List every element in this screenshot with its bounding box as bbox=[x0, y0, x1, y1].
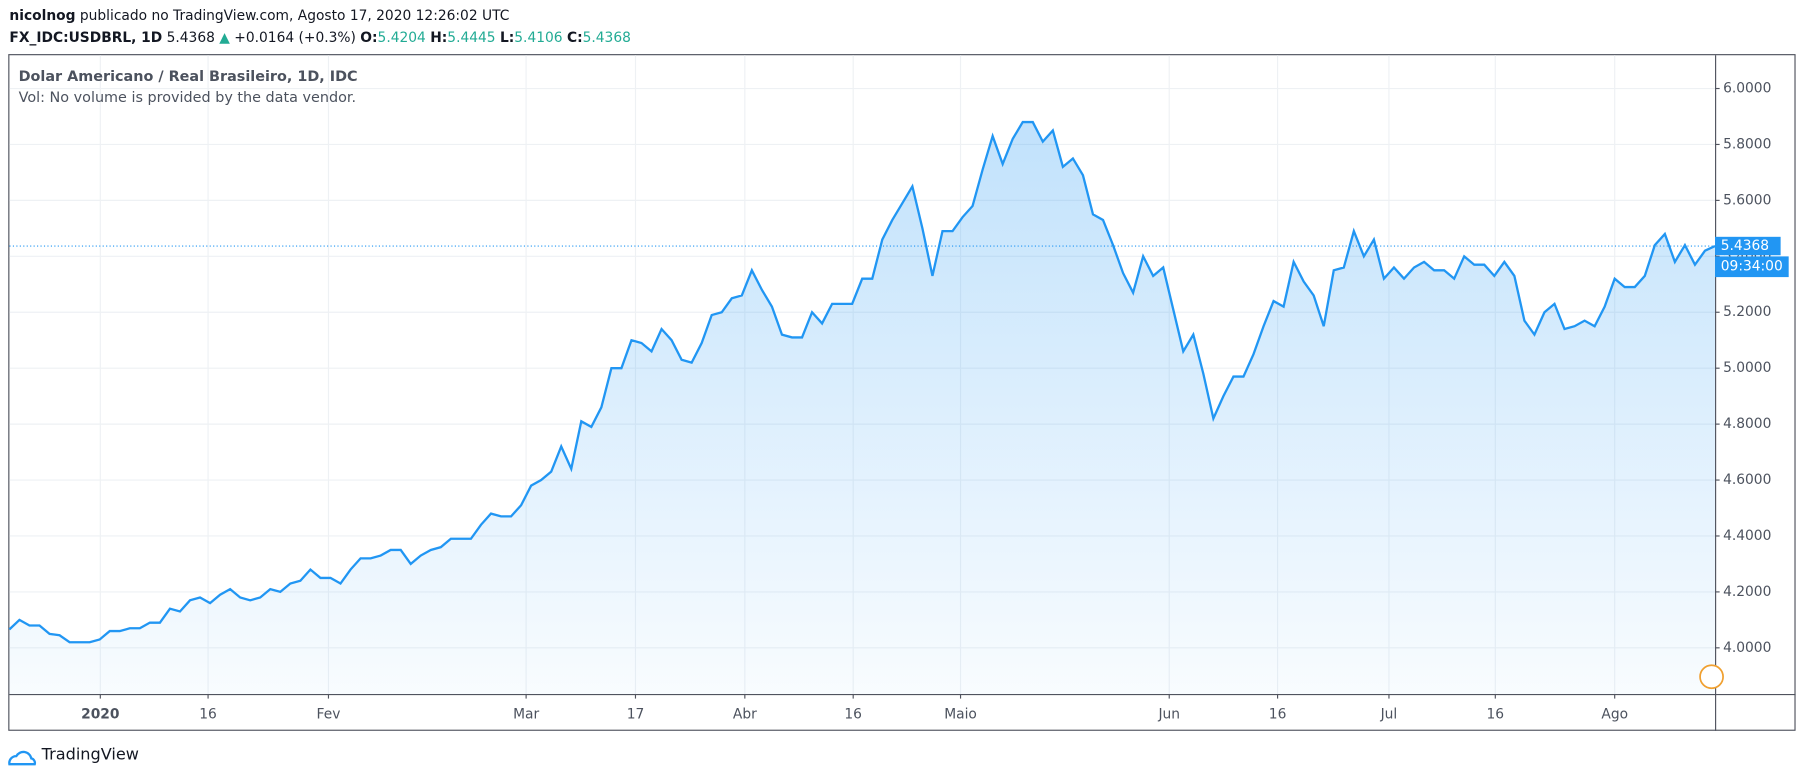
x-tick-label: 16 bbox=[199, 707, 217, 723]
low-label: L: bbox=[500, 30, 514, 46]
x-tick-label: Maio bbox=[944, 707, 977, 723]
y-tick-label: 4.0000 bbox=[1723, 640, 1771, 656]
published: publicado no TradingView.com, Agosto 17,… bbox=[80, 8, 509, 24]
y-tick-label: 5.0000 bbox=[1723, 360, 1771, 376]
y-tick-label: 4.6000 bbox=[1723, 472, 1771, 488]
close-label: C: bbox=[567, 30, 583, 46]
x-tick-label: 2020 bbox=[81, 707, 119, 723]
user[interactable]: nicolnog bbox=[9, 8, 75, 24]
up-arrow: ▲ bbox=[219, 30, 230, 46]
last-price-label: 5.4368 bbox=[1721, 238, 1769, 254]
y-tick-label: 5.6000 bbox=[1723, 192, 1771, 208]
chart-frame bbox=[8, 54, 1796, 731]
y-tick-label: 4.4000 bbox=[1723, 528, 1771, 544]
change: +0.0164 (+0.3%) bbox=[234, 30, 356, 46]
chart-subtitle: Vol: No volume is provided by the data v… bbox=[19, 90, 356, 106]
x-tick-label: Jul bbox=[1380, 707, 1398, 723]
y-tick-label: 5.2000 bbox=[1723, 304, 1771, 320]
symbol: FX_IDC:USDBRL, 1D bbox=[9, 30, 162, 46]
open: 5.4204 bbox=[378, 30, 426, 46]
open-label: O: bbox=[360, 30, 377, 46]
last-price-box bbox=[1715, 236, 1781, 256]
x-tick-label: Fev bbox=[317, 707, 341, 723]
logo-cloud bbox=[8, 750, 37, 766]
region-icon[interactable] bbox=[1699, 664, 1724, 690]
x-tick-label: Abr bbox=[733, 707, 757, 723]
area-fill bbox=[9, 122, 1716, 694]
chart-title: Dolar Americano / Real Brasileiro, 1D, I… bbox=[19, 69, 358, 85]
countdown-box bbox=[1715, 256, 1789, 278]
high-label: H: bbox=[430, 30, 447, 46]
x-tick-label: 16 bbox=[1269, 707, 1287, 723]
x-tick-label: Jun bbox=[1157, 707, 1180, 723]
price-line bbox=[8, 120, 1716, 644]
x-tick-label: 17 bbox=[627, 707, 645, 723]
high: 5.4445 bbox=[447, 30, 495, 46]
brand-logo[interactable]: TradingView bbox=[8, 744, 139, 766]
x-tick-label: 16 bbox=[1487, 707, 1505, 723]
y-tick-label: 4.2000 bbox=[1723, 584, 1771, 600]
brand-name: TradingView bbox=[41, 744, 139, 763]
low: 5.4106 bbox=[514, 30, 562, 46]
price: 5.4368 bbox=[167, 30, 215, 46]
y-tick-label: 5.8000 bbox=[1723, 136, 1771, 152]
x-tick-label: Mar bbox=[513, 707, 539, 723]
countdown-label: 09:34:00 bbox=[1721, 259, 1783, 275]
publish-line: nicolnog publicado no TradingView.com, A… bbox=[9, 8, 509, 24]
x-tick-label: 16 bbox=[844, 707, 862, 723]
y-tick-label: 6.0000 bbox=[1723, 81, 1771, 97]
x-tick-label: Ago bbox=[1601, 707, 1628, 723]
close: 5.4368 bbox=[583, 30, 631, 46]
quote-line: FX_IDC:USDBRL, 1D 5.4368 ▲ +0.0164 (+0.3… bbox=[9, 30, 630, 46]
y-tick-label: 4.8000 bbox=[1723, 416, 1771, 432]
